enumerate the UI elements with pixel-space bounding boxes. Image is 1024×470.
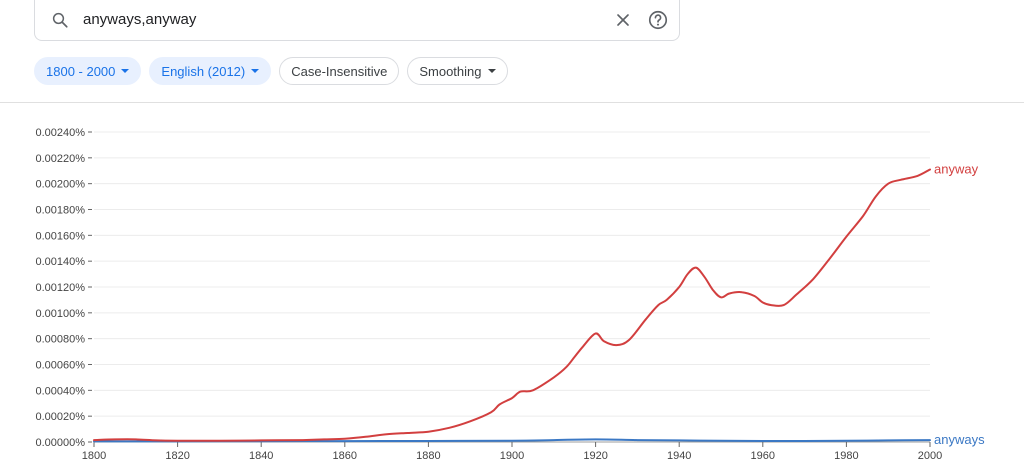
series-label-anyways: anyways xyxy=(934,432,985,447)
x-tick-label: 2000 xyxy=(918,450,942,462)
x-tick-label: 1820 xyxy=(165,450,189,462)
smoothing-dropdown[interactable]: Smoothing xyxy=(407,57,508,85)
x-tick-label: 1940 xyxy=(667,450,691,462)
x-tick-label: 1980 xyxy=(834,450,858,462)
series-line-anyway xyxy=(93,168,931,442)
x-tick-label: 1920 xyxy=(583,450,607,462)
search-icon xyxy=(52,12,68,28)
axes: 0.00000% 0.00020% 0.00040% 0.00060% 0.00080%… xyxy=(35,127,942,462)
series-labels: anyways anyway xyxy=(934,161,985,447)
x-tick-label: 1860 xyxy=(333,450,357,462)
close-icon[interactable] xyxy=(613,10,633,30)
header-divider xyxy=(0,102,1024,103)
y-tick-label: 0.00220% xyxy=(35,153,85,165)
series-label-anyway: anyway xyxy=(934,161,979,176)
search-input[interactable]: anyways,anyway xyxy=(83,11,197,28)
smoothing-label: Smoothing xyxy=(419,63,482,79)
year-range-label: 1800 - 2000 xyxy=(46,63,116,79)
year-range-dropdown[interactable]: 1800 - 2000 xyxy=(34,57,142,85)
y-tick-label: 0.00200% xyxy=(35,179,85,191)
y-tick-label: 0.00140% xyxy=(35,256,85,268)
y-tick-label: 0.00240% xyxy=(35,127,85,139)
y-tick-label: 0.00080% xyxy=(35,334,85,346)
case-insensitive-label: Case-Insensitive xyxy=(291,63,388,79)
y-tick-label: 0.00060% xyxy=(35,360,85,372)
x-tick-label: 1960 xyxy=(751,450,775,462)
y-tick-label: 0.00040% xyxy=(35,385,85,397)
ngram-chart: 0.00000% 0.00020% 0.00040% 0.00060% 0.00080%… xyxy=(35,127,985,462)
y-tick-label: 0.00020% xyxy=(35,411,85,423)
corpus-dropdown[interactable]: English (2012) xyxy=(149,57,272,85)
x-tick-label: 1900 xyxy=(500,450,524,462)
x-tick-label: 1880 xyxy=(416,450,440,462)
corpus-label: English (2012) xyxy=(161,63,246,79)
y-tick-label: 0.00000% xyxy=(35,437,85,449)
caret-down-icon xyxy=(121,69,130,73)
help-icon[interactable] xyxy=(647,9,669,31)
caret-down-icon xyxy=(251,69,260,73)
filter-chips: 1800 - 2000 English (2012) Case-Insensit… xyxy=(34,57,508,85)
series-lines xyxy=(93,168,931,443)
y-tick-label: 0.00120% xyxy=(35,282,85,294)
x-tick-label: 1800 xyxy=(82,450,106,462)
x-tick-label: 1840 xyxy=(249,450,273,462)
caret-down-icon xyxy=(487,69,496,73)
y-tick-label: 0.00100% xyxy=(35,308,85,320)
y-tick-label: 0.00180% xyxy=(35,205,85,217)
y-tick-label: 0.00160% xyxy=(35,230,85,242)
case-insensitive-toggle[interactable]: Case-Insensitive xyxy=(279,57,400,85)
search-bar[interactable]: anyways,anyway xyxy=(34,0,680,41)
grid-lines xyxy=(94,131,930,417)
